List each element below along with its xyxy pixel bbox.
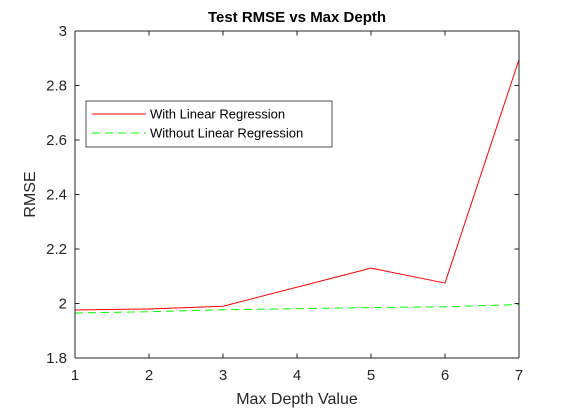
y-tick-label: 3	[59, 23, 67, 40]
series-line-with-linear-regression	[74, 59, 520, 311]
y-tick-label: 2.6	[46, 132, 67, 149]
y-axis-label: RMSE	[22, 171, 39, 217]
x-tick-label: 7	[515, 367, 523, 384]
y-tick-label: 1.8	[46, 350, 67, 367]
x-tick-label: 6	[441, 367, 449, 384]
legend-box	[85, 100, 333, 148]
plot-area	[75, 31, 519, 358]
x-axis-label: Max Depth Value	[236, 391, 358, 408]
x-tick-label: 2	[145, 367, 153, 384]
series-line-without-linear-regression	[74, 304, 520, 314]
x-tick-label: 4	[293, 367, 301, 384]
legend: With Linear Regression Without Linear Re…	[85, 100, 333, 148]
x-tick-label: 5	[367, 367, 375, 384]
y-tick-label: 2.4	[46, 187, 67, 204]
legend-label-with-linear-regression: With Linear Regression	[150, 107, 285, 122]
x-tick-label: 1	[71, 367, 79, 384]
y-tick-label: 2.8	[46, 78, 67, 95]
series-layer	[74, 59, 520, 314]
x-tick-label: 3	[219, 367, 227, 384]
chart-title: Test RMSE vs Max Depth	[208, 9, 386, 26]
y-tick-label: 2.2	[46, 241, 67, 258]
legend-label-without-linear-regression: Without Linear Regression	[150, 126, 303, 141]
axes-layer: 1 2 3 4 5 6 7 1.8 2 2.2 2.4 2.6 2.8 3	[46, 23, 523, 384]
y-tick-label: 2	[59, 296, 67, 313]
